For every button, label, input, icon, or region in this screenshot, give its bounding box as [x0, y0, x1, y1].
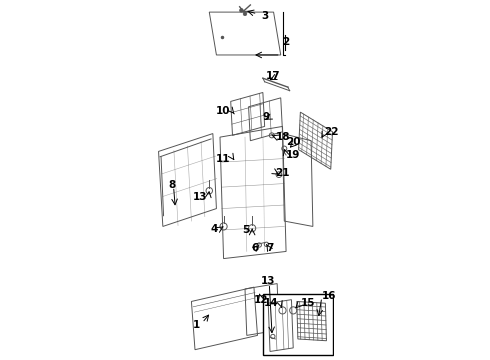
Text: 1: 1: [193, 320, 200, 330]
Text: 8: 8: [168, 180, 175, 190]
Bar: [263, 294, 333, 355]
Circle shape: [243, 12, 247, 16]
Text: 2: 2: [282, 37, 290, 48]
Text: 17: 17: [266, 71, 281, 81]
Text: 10: 10: [216, 106, 231, 116]
Text: 7: 7: [267, 243, 274, 253]
Text: 18: 18: [275, 132, 290, 142]
Text: 9: 9: [263, 112, 270, 122]
Text: 19: 19: [286, 150, 300, 160]
Text: 11: 11: [216, 154, 231, 163]
Text: 12: 12: [254, 295, 269, 305]
Text: 13: 13: [261, 276, 275, 286]
Text: 14: 14: [264, 298, 279, 308]
Text: 6: 6: [251, 243, 259, 253]
Text: 4: 4: [211, 224, 218, 234]
Circle shape: [240, 9, 243, 12]
Text: 15: 15: [300, 298, 315, 308]
Text: 21: 21: [275, 168, 290, 178]
Text: 20: 20: [286, 138, 300, 148]
Text: 16: 16: [322, 291, 336, 301]
Text: 22: 22: [324, 127, 339, 137]
Text: 3: 3: [261, 11, 268, 21]
Text: 13: 13: [193, 192, 207, 202]
Text: 5: 5: [242, 225, 249, 235]
